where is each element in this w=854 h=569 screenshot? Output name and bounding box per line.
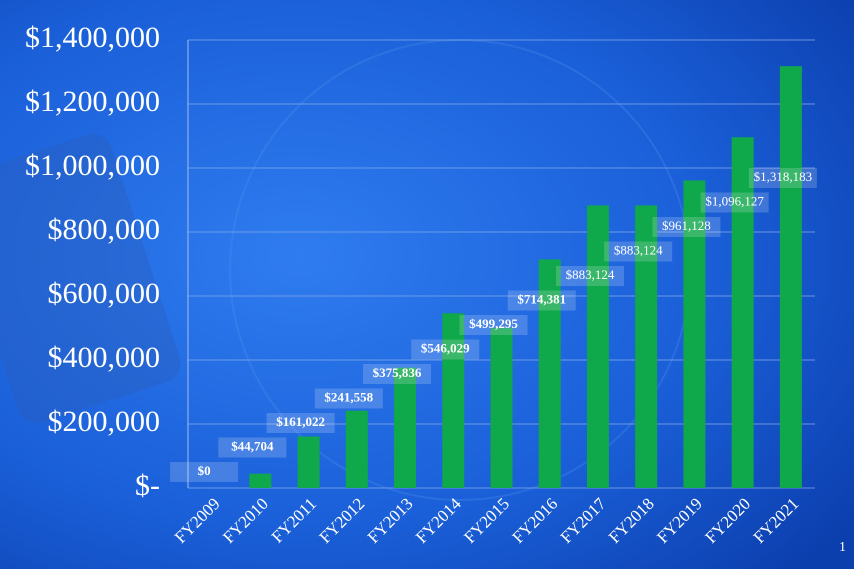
- bar: [442, 313, 465, 488]
- bar: [394, 367, 417, 488]
- value-label: $499,295: [469, 316, 518, 331]
- value-label-box: [700, 192, 769, 213]
- y-tick-label: $200,000: [48, 405, 161, 438]
- bar: [586, 205, 609, 488]
- value-label: $961,128: [662, 218, 711, 233]
- value-label-box: [314, 388, 383, 409]
- bar: [683, 180, 706, 489]
- page-number: 1: [839, 540, 846, 555]
- y-tick-label: $800,000: [48, 213, 161, 246]
- y-tick-label: $1,200,000: [25, 85, 160, 118]
- y-tick-label: $-: [135, 469, 160, 502]
- bar: [538, 259, 561, 488]
- y-tick-label: $1,000,000: [25, 149, 160, 182]
- value-label: $0: [198, 463, 211, 478]
- value-label: $546,029: [421, 340, 470, 355]
- bar: [731, 137, 754, 488]
- bar: [490, 328, 513, 488]
- value-label: $241,558: [324, 389, 373, 404]
- decoration: [0, 133, 181, 424]
- value-label: $883,124: [614, 242, 663, 257]
- y-tick-label: $1,400,000: [25, 21, 160, 54]
- value-label-box: [748, 168, 817, 188]
- value-label-box: [507, 290, 576, 311]
- y-tick-label: $600,000: [48, 277, 161, 310]
- value-label-box: [411, 339, 480, 360]
- value-label: $44,704: [231, 438, 274, 453]
- value-label-box: [555, 266, 624, 286]
- value-label: $1,096,127: [705, 193, 764, 208]
- value-label-box: [604, 241, 673, 262]
- value-label: $714,381: [517, 291, 566, 306]
- bar: [635, 205, 658, 488]
- value-label: $375,836: [373, 365, 422, 380]
- value-label: $1,318,183: [754, 169, 813, 184]
- value-label: $883,124: [566, 267, 615, 282]
- value-label-box: [218, 437, 287, 458]
- y-tick-label: $400,000: [48, 341, 161, 374]
- bar: [297, 436, 320, 488]
- bar: [345, 410, 368, 488]
- value-label-box: [266, 413, 335, 433]
- value-label-box: [459, 315, 528, 335]
- bar: [249, 473, 272, 488]
- value-label-box: [170, 462, 239, 482]
- value-label-box: [363, 364, 432, 384]
- value-label-box: [652, 217, 721, 237]
- bar: [779, 66, 802, 488]
- value-label: $161,022: [276, 414, 325, 429]
